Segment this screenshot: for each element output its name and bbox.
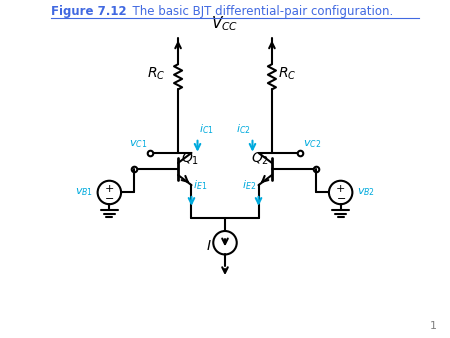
Text: $v_{C2}$: $v_{C2}$ — [303, 139, 321, 150]
Text: $R_C$: $R_C$ — [278, 65, 297, 82]
Text: +: + — [336, 184, 345, 194]
Text: $i_{C1}$: $i_{C1}$ — [199, 122, 214, 136]
Text: $Q_2$: $Q_2$ — [251, 151, 269, 167]
Text: $-$: $-$ — [336, 193, 346, 202]
Text: $v_{B1}$: $v_{B1}$ — [75, 187, 93, 198]
Text: $-$: $-$ — [104, 193, 114, 202]
Text: $I$: $I$ — [206, 239, 212, 253]
Text: $V_{CC}$: $V_{CC}$ — [212, 15, 239, 33]
Text: $i_{E2}$: $i_{E2}$ — [243, 178, 256, 192]
Text: $i_{C2}$: $i_{C2}$ — [237, 122, 251, 136]
Text: $i_{E1}$: $i_{E1}$ — [194, 178, 208, 192]
Text: $v_{C1}$: $v_{C1}$ — [129, 139, 147, 150]
Text: Figure 7.12: Figure 7.12 — [51, 4, 126, 18]
Text: $Q_1$: $Q_1$ — [181, 151, 199, 167]
Text: 1: 1 — [429, 321, 436, 331]
Text: The basic BJT differential-pair configuration.: The basic BJT differential-pair configur… — [125, 4, 393, 18]
Text: $R_C$: $R_C$ — [147, 65, 165, 82]
Text: +: + — [105, 184, 114, 194]
Text: $v_{B2}$: $v_{B2}$ — [357, 187, 375, 198]
